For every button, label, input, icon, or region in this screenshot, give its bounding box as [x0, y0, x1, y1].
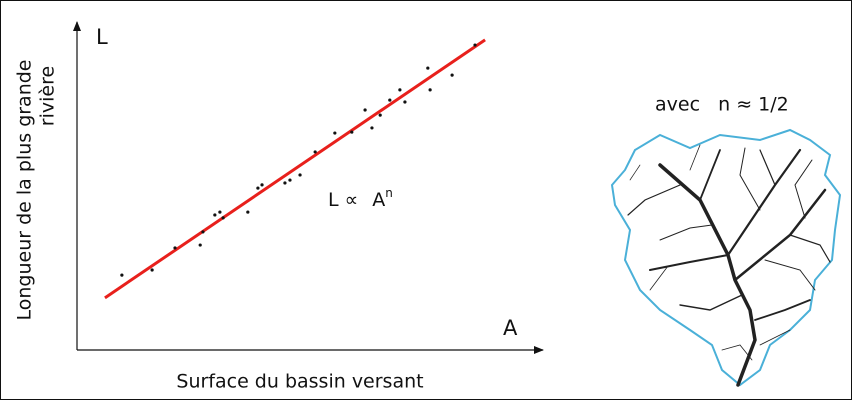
data-point [403, 100, 407, 104]
data-point [450, 73, 454, 77]
data-point [246, 210, 250, 214]
data-point [350, 130, 354, 134]
data-point [363, 108, 367, 112]
data-point [428, 88, 432, 92]
y-axis-letter: L [96, 25, 108, 49]
x-axis-letter: A [503, 316, 518, 340]
basin-map [610, 128, 842, 387]
data-point [426, 66, 430, 70]
data-point [298, 173, 302, 177]
data-point [150, 268, 154, 272]
data-point [120, 273, 124, 277]
data-point [283, 181, 287, 185]
data-point [370, 126, 374, 130]
data-point [213, 213, 217, 217]
data-point [198, 243, 202, 247]
data-point [333, 131, 337, 135]
river-network [627, 144, 831, 387]
note: avec n ≈ 1/2 [655, 94, 789, 116]
y-axis-label: Longueur de la plus grande [14, 60, 36, 321]
formula-exponent: n [385, 186, 393, 200]
data-point [256, 186, 260, 190]
data-point [221, 216, 225, 220]
data-point [398, 88, 402, 92]
formula-lhs: L ∝ [328, 189, 358, 211]
data-point [288, 178, 292, 182]
data-point [388, 98, 392, 102]
data-point [173, 246, 177, 250]
data-point [260, 183, 264, 187]
y-axis-label: rivière [37, 66, 59, 126]
x-axis-label: Surface du bassin versant [176, 371, 423, 393]
formula-base: A [372, 189, 385, 211]
data-point [201, 230, 205, 234]
formula: L ∝ An [328, 186, 393, 211]
data-point [473, 43, 477, 47]
fit-line [104, 38, 486, 300]
data-point [378, 113, 382, 117]
data-point [218, 210, 222, 214]
data-point [313, 150, 317, 154]
